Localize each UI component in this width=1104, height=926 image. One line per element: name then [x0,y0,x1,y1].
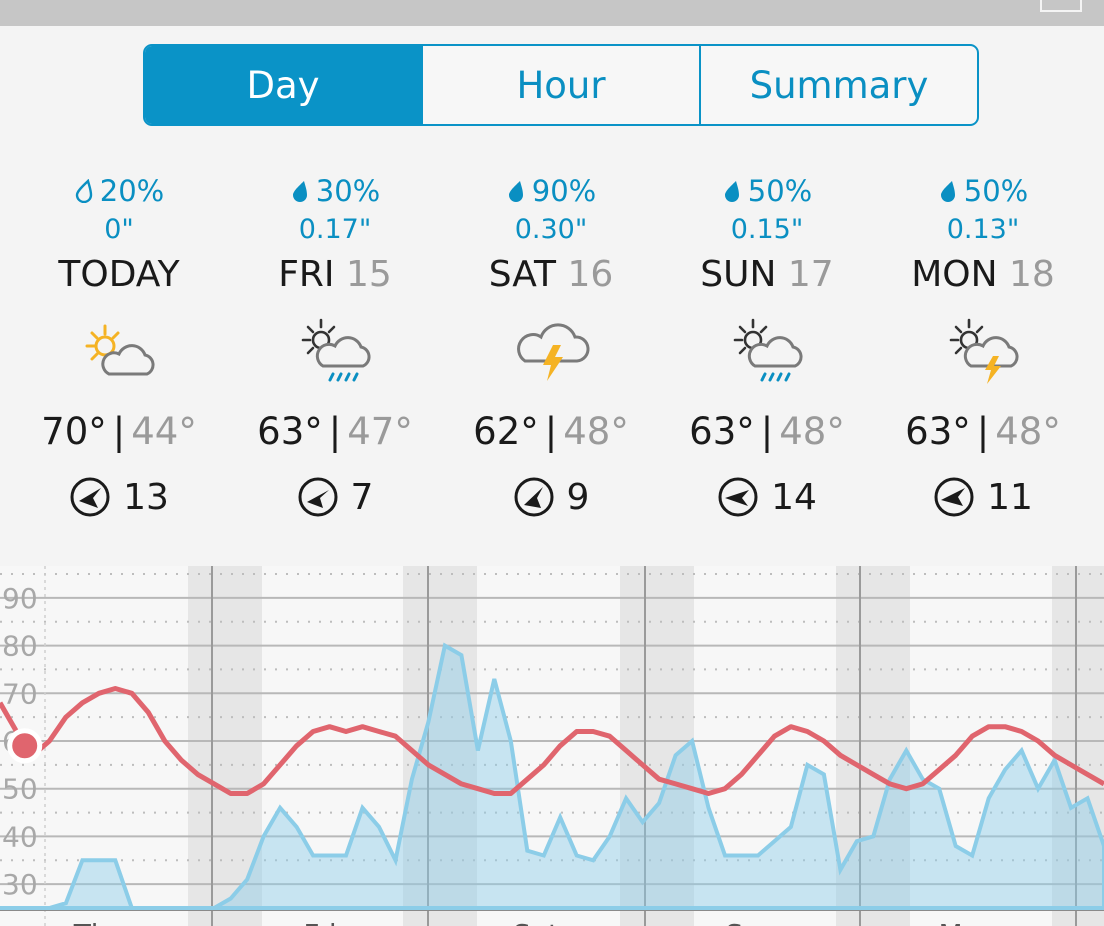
temperature-range: 70° | 44° [41,410,197,453]
precip-amount: 0.15" [730,214,804,245]
temperature-range: 63° | 48° [689,410,845,453]
precip-amount: 0.13" [946,214,1020,245]
day-mon[interactable]: 50% 0.13" MON 18 63° | 48° 11 [875,170,1091,520]
precip-amount: 0.17" [298,214,372,245]
wind-speed: 11 [875,462,1091,532]
precip-chance: 50% [659,170,875,212]
wind-direction-icon [70,477,110,517]
precip-amount: 0" [104,214,134,245]
wind-speed: 13 [11,462,227,532]
wind-direction-icon [298,477,338,517]
current-time-marker[interactable] [7,728,43,764]
night-band [188,566,262,926]
chart-background [0,566,1104,926]
day-today[interactable]: 20% 0" TODAY 70° | 44° 13 [11,170,227,520]
status-bar [0,0,1104,26]
wind-direction-icon [718,477,758,517]
precip-amount: 0.30" [514,214,588,245]
night-band [620,566,694,926]
tab-hour[interactable]: Hour [421,46,699,124]
raindrop-icon [940,181,955,202]
view-segmented-control: Day Hour Summary [143,44,979,126]
day-sat[interactable]: 90% 0.30" SAT 16 62° | 48° 9 [443,170,659,520]
wind-direction-icon [934,477,974,517]
thunderstorm-icon [517,323,590,381]
precip-chance: 90% [443,170,659,212]
raindrop-icon [292,181,307,202]
x-day-label: Thu [73,918,127,926]
y-tick-label: 70 [2,677,38,710]
raindrop-outline-icon [75,179,92,203]
raindrop-icon [508,181,523,202]
y-tick-label: 50 [2,773,38,806]
temperature-range: 63° | 47° [257,410,413,453]
x-day-label: Sun [725,918,778,926]
y-tick-label: 30 [2,868,38,901]
x-day-label: Fri [303,918,336,926]
precip-chance: 30% [227,170,443,212]
tab-summary[interactable]: Summary [699,46,977,124]
day-label: FRI 15 [278,254,392,295]
day-label: TODAY [58,254,180,295]
day-label: MON 18 [911,254,1055,295]
wind-speed: 9 [443,462,659,532]
y-tick-label: 40 [2,820,38,853]
night-band [1052,566,1104,926]
day-label: SUN 17 [700,254,834,295]
precip-area [0,642,1104,910]
temperature-range: 62° | 48° [473,410,629,453]
precip-chance: 20% [11,170,227,212]
day-sun[interactable]: 50% 0.15" SUN 17 63° | 48° 14 [659,170,875,520]
night-band [836,566,910,926]
day-label: SAT 16 [488,254,614,295]
day-fri[interactable]: 30% 0.17" FRI 15 63° | 47° 7 [227,170,443,520]
wind-direction-icon [514,477,554,517]
temperature-range: 63° | 48° [905,410,1061,453]
tab-day[interactable]: Day [145,46,421,124]
raindrop-icon [724,181,739,202]
partly-cloudy-rain-icon [301,318,371,382]
wind-speed: 14 [659,462,875,532]
y-tick-label: 90 [2,582,38,615]
x-day-label: Mon [938,918,997,926]
partly-cloudy-rain-icon [733,318,803,382]
partly-cloudy-thunder-icon [949,318,1019,384]
window-control-icon[interactable] [1040,0,1082,12]
temperature-line [0,686,1104,796]
forecast-chart[interactable]: 90807060504030 ThuFriSatSunMon [0,566,1104,926]
wind-speed: 7 [227,462,443,532]
precip-chance: 50% [875,170,1091,212]
y-tick-label: 80 [2,630,38,663]
night-band [403,566,477,926]
x-day-label: Sat [513,918,559,926]
partly-sunny-icon [85,324,155,376]
